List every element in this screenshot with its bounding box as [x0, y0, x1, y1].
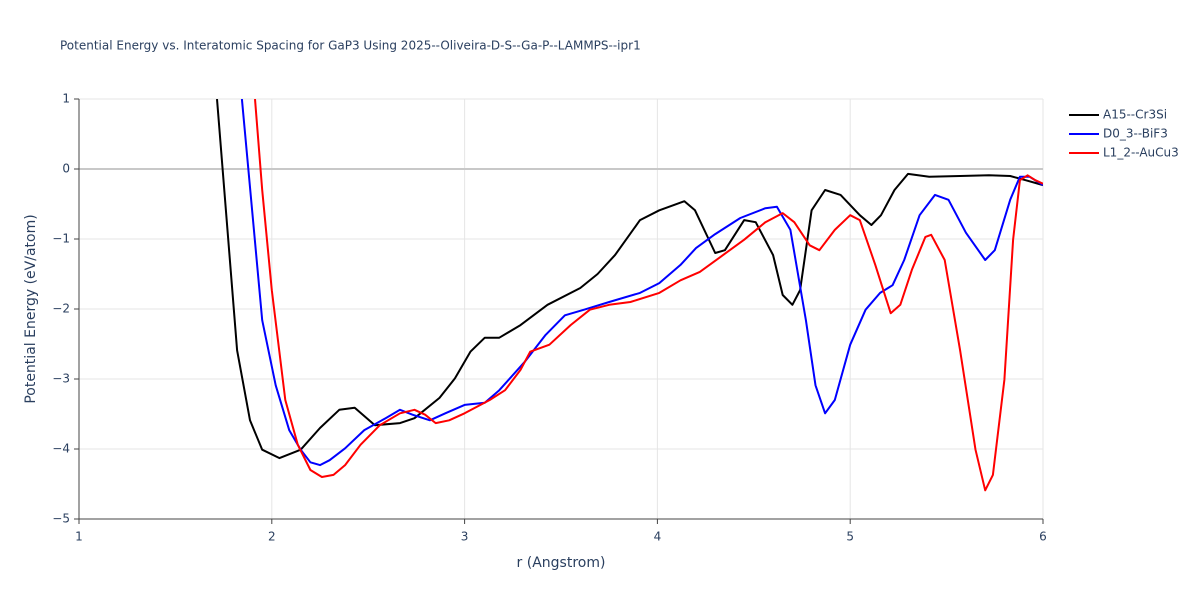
- series-line: [254, 99, 1043, 492]
- x-tick-label: 2: [268, 530, 276, 544]
- x-tick-label: 1: [75, 530, 83, 544]
- y-tick-label: −4: [52, 442, 70, 456]
- grid: 1 2 3 4 5 6 1 0 −1 −2 −3 −4 −5: [52, 92, 1047, 544]
- y-tick-label: −1: [52, 232, 70, 246]
- y-tick-label: −5: [52, 512, 70, 526]
- legend: A15--Cr3Si D0_3--BiF3 L1_2--AuCu3: [1069, 108, 1179, 160]
- x-tick-label: 6: [1039, 530, 1047, 544]
- x-axis-label: r (Angstrom): [517, 555, 606, 571]
- legend-label: L1_2--AuCu3: [1103, 146, 1179, 160]
- y-tick-label: −3: [52, 372, 70, 386]
- legend-label: D0_3--BiF3: [1103, 127, 1168, 141]
- x-tick-label: 4: [654, 530, 662, 544]
- plot-area: [216, 99, 1043, 492]
- y-tick-label: −2: [52, 302, 70, 316]
- y-tick-label: 0: [62, 162, 70, 176]
- series-line: [216, 99, 1043, 460]
- legend-label: A15--Cr3Si: [1103, 108, 1167, 122]
- chart-title: Potential Energy vs. Interatomic Spacing…: [60, 39, 641, 53]
- series-line: [240, 99, 1043, 467]
- x-tick-label: 3: [461, 530, 469, 544]
- y-tick-label: 1: [62, 92, 70, 106]
- x-tick-label: 5: [846, 530, 854, 544]
- y-axis-label: Potential Energy (eV/atom): [23, 214, 39, 403]
